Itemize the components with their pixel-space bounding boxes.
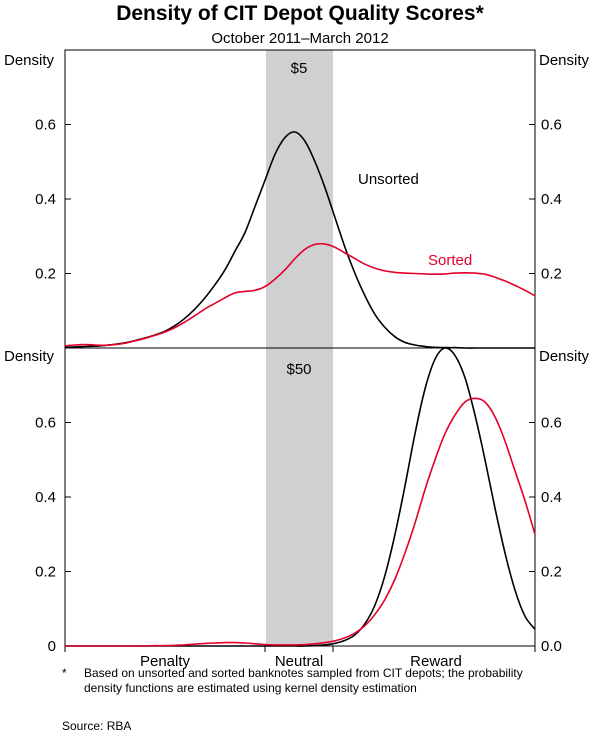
footnote: * Based on unsorted and sorted banknotes… [62, 666, 582, 696]
chart-title: Density of CIT Depot Quality Scores* [116, 2, 484, 25]
series-label-sorted: Sorted [428, 252, 472, 269]
y-tick-label-left: 0.4 [35, 489, 56, 506]
footnote-marker: * [62, 666, 67, 680]
footnote-text: Based on unsorted and sorted banknotes s… [84, 666, 523, 695]
x-tick-neutral: Neutral [275, 653, 323, 670]
y-tick-label-left: 0.6 [35, 415, 56, 432]
y-tick-label-left: 0.2 [35, 564, 56, 581]
y-tick-label-right: 0.2 [541, 266, 562, 283]
panel-label-5: $5 [291, 60, 308, 77]
y-axis-label-right-bottom: Density [539, 348, 590, 365]
y-axis-ticks: 0.2 0.2 0.4 0.4 0.6 0.6 0 0.0 0.2 0.2 0.4 0.4 0.6 0.6 [35, 117, 562, 656]
panel-label-50: $50 [286, 361, 311, 378]
x-tick-penalty: Penalty [140, 653, 191, 670]
y-tick-label-right: 0.4 [541, 489, 562, 506]
y-tick-label-right: 0.4 [541, 191, 562, 208]
y-axis-label-left-top: Density [4, 52, 55, 69]
y-tick-label-left: 0 [48, 638, 56, 655]
y-tick-label-right: 0.0 [541, 638, 562, 655]
series-label-unsorted: Unsorted [358, 171, 419, 188]
y-tick-label-right: 0.6 [541, 415, 562, 432]
y-axis-label-right-top: Density [539, 52, 590, 69]
y-tick-label-left: 0.6 [35, 117, 56, 134]
source-note: Source: RBA [62, 719, 132, 733]
y-axis-label-left-bottom: Density [4, 348, 55, 365]
y-tick-label-left: 0.4 [35, 191, 56, 208]
series-line-sorted-bottom [65, 397, 536, 647]
y-tick-label-right: 0.2 [541, 564, 562, 581]
chart-subtitle: October 2011–March 2012 [211, 30, 388, 47]
x-tick-reward: Reward [410, 653, 462, 670]
y-tick-label-right: 0.6 [541, 117, 562, 134]
series-line-sorted-top [64, 242, 536, 347]
series-lines [64, 131, 536, 647]
y-tick-label-left: 0.2 [35, 266, 56, 283]
